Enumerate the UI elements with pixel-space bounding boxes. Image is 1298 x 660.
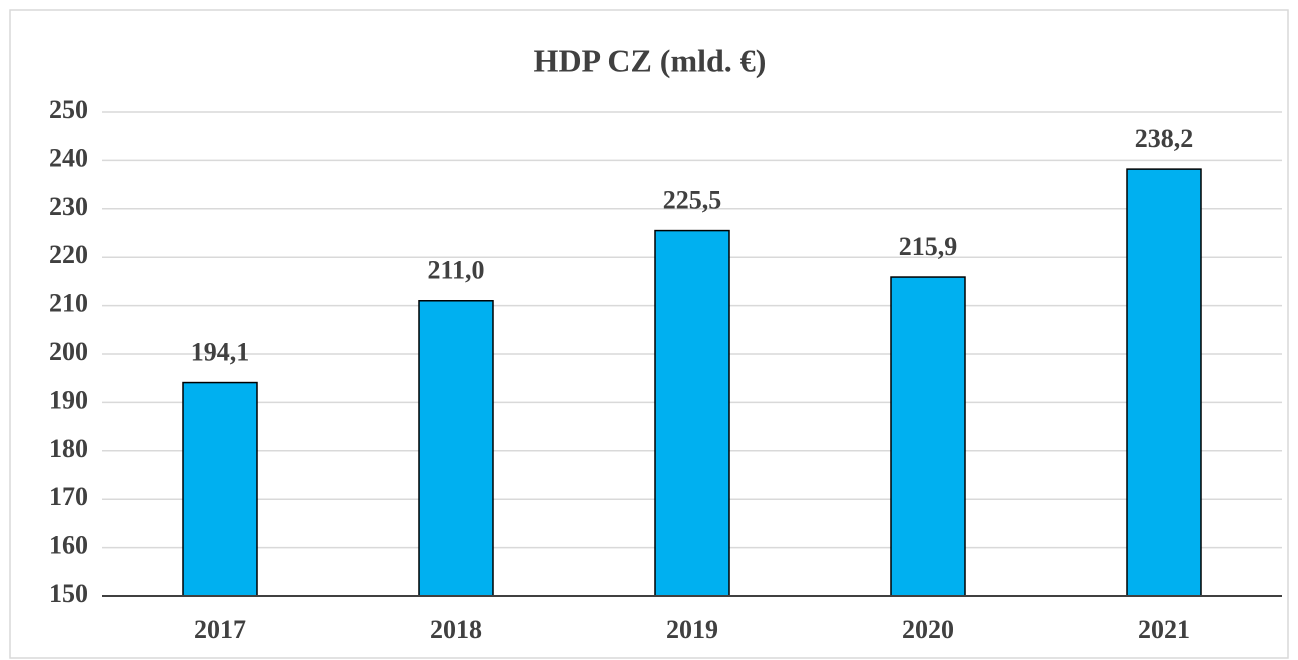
x-tick-label: 2021 [1138,615,1190,644]
y-tick-label: 240 [49,143,88,172]
y-tick-label: 190 [49,385,88,414]
y-tick-label: 170 [49,482,88,511]
data-label: 238,2 [1135,124,1194,153]
data-label: 194,1 [191,338,250,367]
y-tick-label: 230 [49,192,88,221]
y-tick-label: 250 [49,95,88,124]
bar [654,229,730,597]
data-label: 225,5 [663,186,722,215]
bar [890,276,966,597]
y-tick-label: 210 [49,289,88,318]
x-tick-label: 2018 [430,615,482,644]
x-tick-label: 2019 [666,615,718,644]
bar [1126,168,1202,597]
chart-title: HDP CZ (mld. €) [534,42,767,78]
data-label: 211,0 [427,256,484,285]
y-tick-label: 200 [49,337,88,366]
y-tick-label: 150 [49,579,88,608]
x-tick-label: 2020 [902,615,954,644]
data-label: 215,9 [899,232,958,261]
y-tick-label: 180 [49,434,88,463]
y-tick-label: 160 [49,531,88,560]
bar [418,300,494,597]
x-tick-label: 2017 [194,615,246,644]
bar [182,381,258,597]
y-tick-label: 220 [49,240,88,269]
